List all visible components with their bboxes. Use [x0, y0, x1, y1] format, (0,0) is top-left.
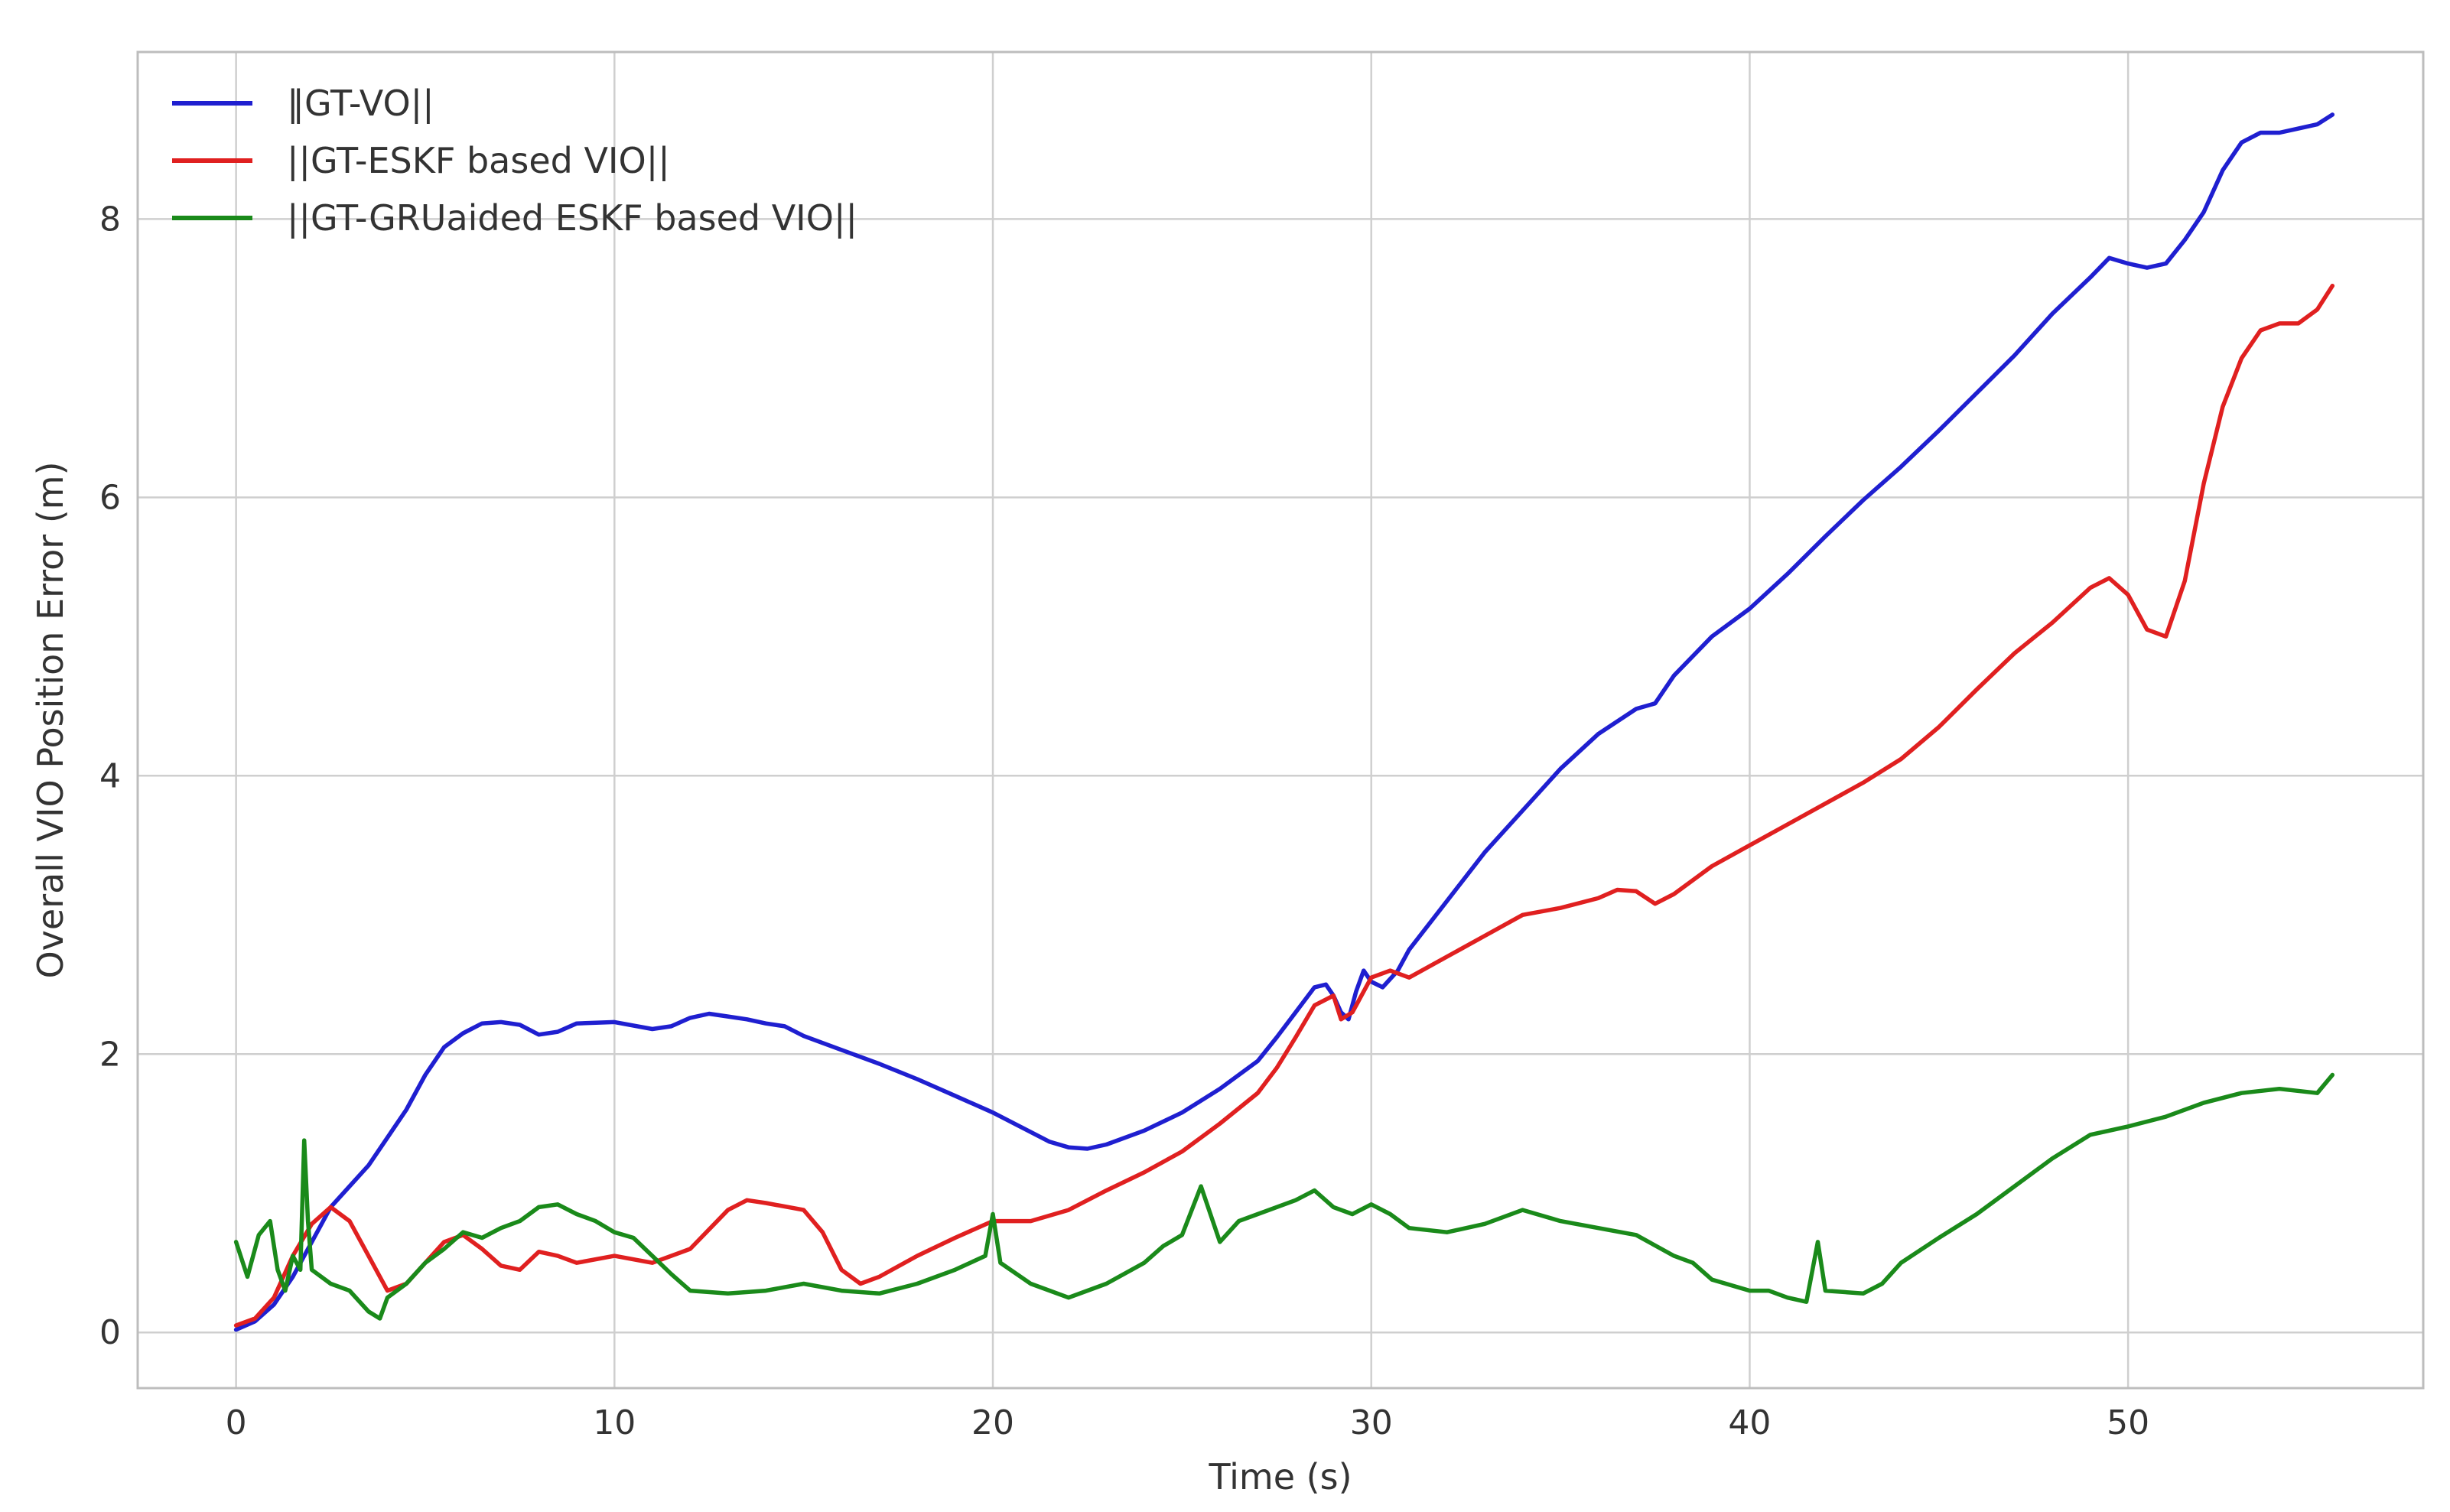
y-tick-label: 2 — [99, 1035, 121, 1074]
x-axis-ticks: 0 10 20 30 40 50 — [226, 1403, 2150, 1442]
plot-area — [136, 50, 2425, 1390]
x-tick-label: 20 — [971, 1403, 1014, 1442]
legend-label-1: ‖GT-VO|| — [287, 83, 434, 125]
legend-label-2: ||GT-ESKF based VIO|| — [287, 140, 670, 182]
y-tick-label: 6 — [99, 478, 121, 517]
legend-label-3: ||GT-GRUaided ESKF based VIO|| — [287, 197, 857, 239]
plot-frame — [136, 50, 2425, 1390]
legend: ‖GT-VO|| ||GT-ESKF based VIO|| ||GT-GRUaid… — [172, 83, 857, 239]
grid — [138, 52, 2423, 1388]
x-tick-label: 50 — [2107, 1403, 2149, 1442]
x-tick-label: 10 — [593, 1403, 636, 1442]
series-line-2 — [233, 283, 2335, 1328]
y-axis-label: Overall VIO Position Error (m) — [30, 461, 71, 978]
series-layer — [233, 112, 2335, 1332]
y-axis-ticks: 0 2 4 6 8 — [99, 200, 121, 1352]
x-tick-label: 30 — [1350, 1403, 1393, 1442]
y-tick-label: 4 — [99, 756, 121, 795]
series-line-1 — [233, 112, 2335, 1332]
y-tick-label: 0 — [99, 1313, 121, 1352]
x-tick-label: 40 — [1728, 1403, 1771, 1442]
y-tick-label: 8 — [99, 200, 121, 239]
x-tick-label: 0 — [226, 1403, 247, 1442]
series-line-3 — [233, 1072, 2335, 1321]
x-axis-label: Time (s) — [1208, 1456, 1352, 1497]
